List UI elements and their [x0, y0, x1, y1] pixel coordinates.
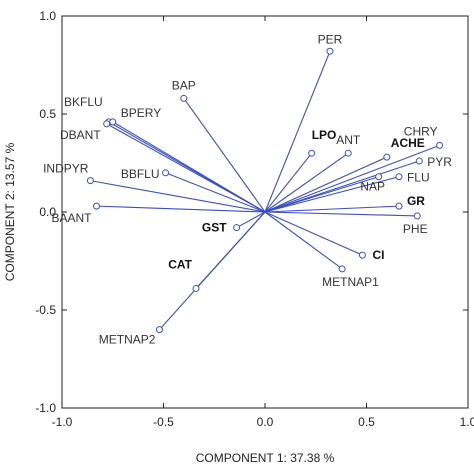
point-label: CI — [372, 248, 384, 262]
loading-point — [109, 118, 117, 126]
y-tick-label: -0.5 — [35, 303, 56, 317]
point-label: BKFLU — [64, 95, 103, 109]
x-tick-label: 0.0 — [257, 415, 274, 429]
y-tick-label: 1.0 — [39, 9, 56, 23]
loading-ray — [264, 176, 400, 213]
loading-ray — [264, 176, 379, 213]
loading-point — [86, 177, 94, 185]
y-axis-title: COMPONENT 2: 13.57 % — [3, 142, 17, 281]
loading-ray — [106, 123, 266, 213]
loading-ray — [165, 172, 266, 213]
point-label: PHE — [403, 222, 428, 236]
loading-point — [162, 169, 170, 177]
loading-point — [155, 326, 163, 334]
point-label: BAANT — [51, 211, 92, 225]
loading-ray — [264, 211, 418, 217]
loading-point — [413, 212, 421, 220]
loading-ray — [159, 211, 266, 330]
loading-ray — [264, 205, 400, 213]
loading-ray — [90, 180, 266, 213]
x-axis-title: COMPONENT 1: 37.38 % — [196, 451, 335, 465]
point-label: NAP — [360, 180, 385, 194]
loading-point — [358, 251, 366, 259]
x-tick-label: 1.0 — [460, 415, 474, 429]
point-label: METNAP2 — [99, 333, 156, 347]
loading-ray — [183, 98, 266, 213]
loading-ray — [236, 211, 266, 229]
loading-ray — [264, 156, 388, 213]
loading-ray — [264, 144, 440, 213]
loading-point — [308, 149, 316, 157]
loading-point — [180, 94, 188, 102]
point-label: INDPYR — [43, 162, 89, 176]
loading-point — [338, 265, 346, 273]
x-tick-label: -1.0 — [52, 415, 73, 429]
loading-ray — [264, 211, 343, 270]
loading-point — [395, 173, 403, 181]
point-label: ANT — [336, 133, 361, 147]
point-label: GST — [202, 221, 227, 235]
axis-ticks: -1.0 -0.5 0.0 0.5 1.0 -1.0 -0.5 0.0 0.5 1.0 — [35, 9, 474, 429]
point-label: FLU — [407, 171, 430, 185]
loading-point — [192, 284, 200, 292]
loading-ray — [96, 205, 266, 213]
loading-ray — [264, 51, 331, 213]
loading-point — [415, 157, 423, 165]
x-tick-label: 0.5 — [358, 415, 375, 429]
loading-point — [233, 224, 241, 232]
loading-point — [326, 47, 334, 55]
point-label: CHRY — [404, 124, 438, 138]
point-label: ACHE — [391, 136, 425, 150]
point-label: BAP — [172, 78, 196, 92]
point-label: DBANT — [60, 128, 101, 142]
point-label: CAT — [168, 257, 192, 271]
loading-point — [344, 149, 352, 157]
loading-point — [375, 173, 383, 181]
point-label: PYR — [427, 155, 452, 169]
loading-ray — [264, 152, 313, 213]
loading-ray — [264, 211, 363, 256]
loading-point — [395, 202, 403, 210]
point-label: BPERY — [121, 106, 161, 120]
loading-point — [103, 120, 111, 128]
loading-point — [93, 202, 101, 210]
loading-point — [383, 153, 391, 161]
point-label: BBFLU — [121, 167, 160, 181]
y-tick-label: 0.5 — [39, 107, 56, 121]
point-label: GR — [407, 194, 425, 208]
point-label: LPO — [312, 128, 337, 142]
loading-points — [86, 47, 444, 334]
point-label: METNAP1 — [322, 275, 379, 289]
loading-ray — [112, 121, 266, 213]
point-label: PER — [318, 32, 343, 46]
y-tick-label: 0.0 — [39, 205, 56, 219]
y-tick-label: -1.0 — [35, 401, 56, 415]
loading-ray — [264, 152, 349, 213]
x-tick-label: -0.5 — [153, 415, 174, 429]
loading-rays — [90, 51, 440, 330]
loading-point — [436, 141, 444, 149]
